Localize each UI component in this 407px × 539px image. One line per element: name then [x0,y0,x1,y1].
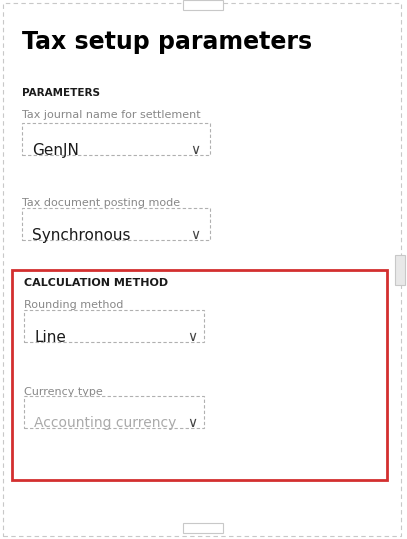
Text: CALCULATION METHOD: CALCULATION METHOD [24,278,168,288]
Text: ∨: ∨ [190,143,200,157]
Text: Rounding method: Rounding method [24,300,123,310]
Text: ∨: ∨ [190,228,200,242]
Bar [395,255,405,285]
Text: ∨: ∨ [187,416,197,430]
Text: PARAMETERS: PARAMETERS [22,88,100,98]
Bar [183,0,223,10]
Text: Line: Line [34,330,66,345]
Bar [22,123,210,155]
Text: ∨: ∨ [187,330,197,344]
Text: Tax document posting mode: Tax document posting mode [22,198,180,208]
Bar [24,310,204,342]
Bar [24,396,204,428]
Text: Tax journal name for settlement: Tax journal name for settlement [22,110,201,120]
Bar [12,270,387,480]
Bar [22,208,210,240]
Text: Tax setup parameters: Tax setup parameters [22,30,312,54]
Text: Synchronous: Synchronous [32,228,131,243]
Text: Accounting currency: Accounting currency [34,416,176,430]
Text: Currency type: Currency type [24,387,103,397]
Bar [183,523,223,533]
Text: GenJN: GenJN [32,143,79,158]
